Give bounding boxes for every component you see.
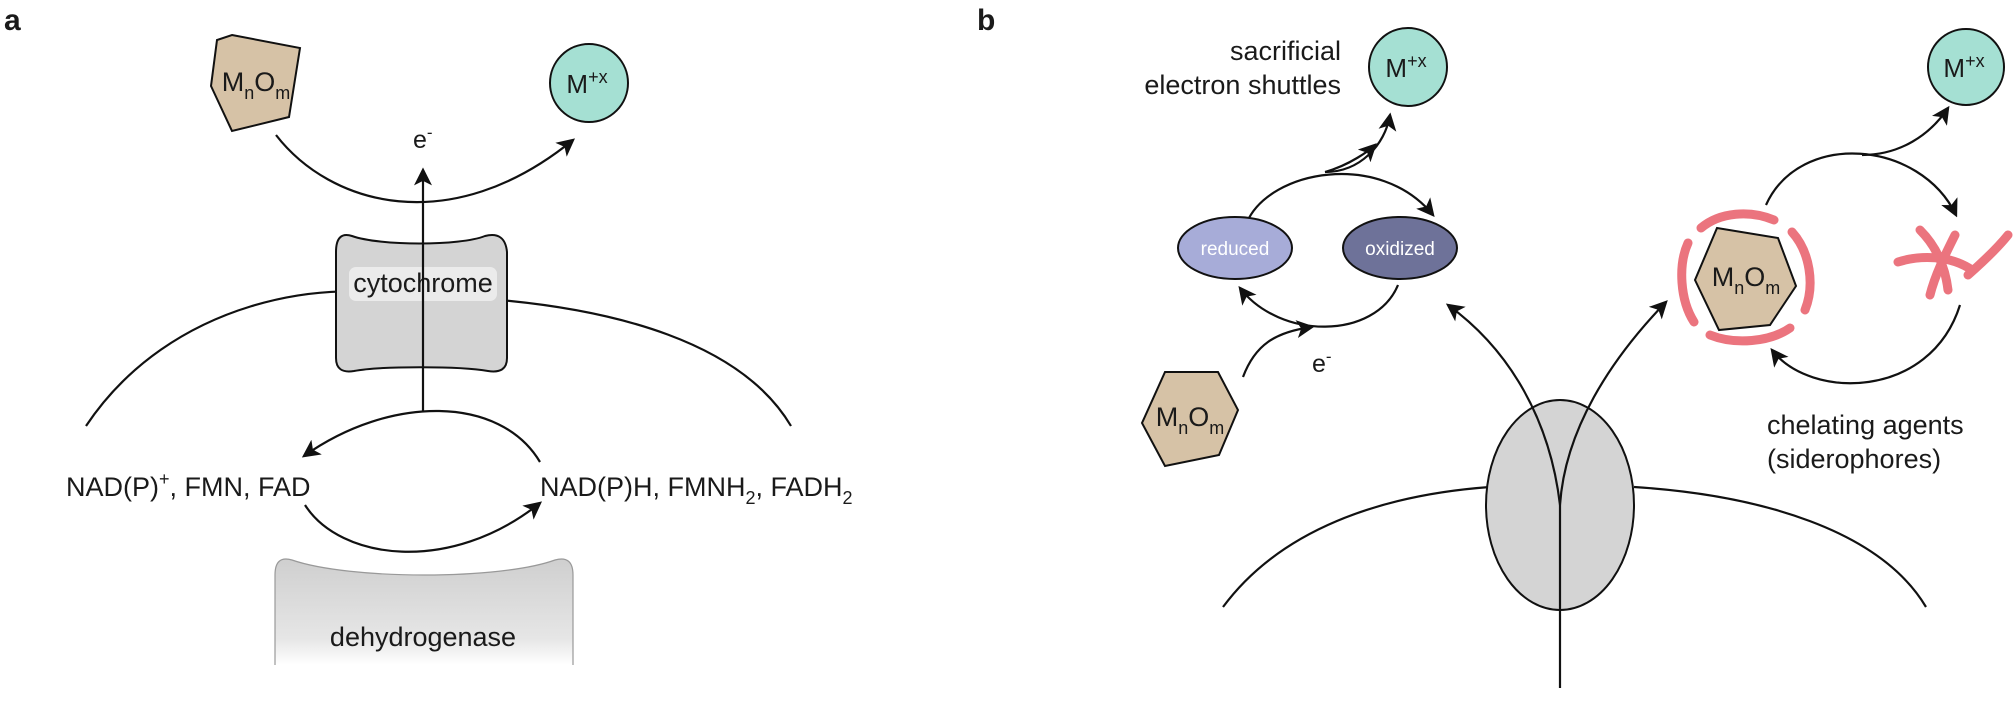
oxidized-shuttle-label: oxidized xyxy=(1365,239,1435,260)
shuttle-ion-release-arrow xyxy=(1324,143,1377,174)
metal-oxide-hexagon xyxy=(209,33,302,133)
electron-label: e- xyxy=(413,123,433,154)
panel-b-letter: b xyxy=(977,4,995,37)
siderophore-ion-release-arrow xyxy=(1861,105,1950,157)
metal-oxide-formula-right: MnOm xyxy=(1712,262,1781,298)
shuttles-label-line2: electron shuttles xyxy=(1144,70,1341,100)
metal-ion-label-right: M+x xyxy=(1943,51,1984,83)
chelating-label-line1: chelating agents xyxy=(1767,410,1964,440)
panel-b: b sacrificial electron shuttles M+x M+x … xyxy=(977,4,2013,688)
dehydrogenase-outline xyxy=(274,558,574,665)
metal-oxide-hexagon-left xyxy=(1140,371,1240,468)
metal-oxide-formula-left: MnOm xyxy=(1156,402,1225,438)
siderophore-export-arrow xyxy=(1558,300,1668,506)
shuttle-export-arrow xyxy=(1445,303,1562,506)
siderophore-arc-1 xyxy=(1696,209,1779,233)
shuttle-ion-release-arrow-2 xyxy=(1324,112,1397,174)
metal-ion-label: M+x xyxy=(566,67,607,99)
metal-ion-label-left: M+x xyxy=(1385,51,1426,83)
reduced-shuttle-label: reduced xyxy=(1201,239,1270,260)
siderophore-strand-3 xyxy=(1925,230,1960,300)
dissolution-arrow xyxy=(275,134,575,204)
metal-ion-circle-right xyxy=(1927,28,2005,106)
reduced-cofactors-label: NAD(P)H, FMNH2, FADH2 xyxy=(540,472,853,508)
electron-label-b: e- xyxy=(1312,347,1332,378)
metal-ion-circle xyxy=(549,43,629,123)
panel-a-letter: a xyxy=(4,4,21,37)
siderophore-strand-2 xyxy=(1915,225,1953,295)
shuttle-reduction-arc xyxy=(1238,284,1400,328)
cytochrome-protein xyxy=(335,234,508,373)
free-siderophore xyxy=(1893,225,2013,300)
dehydrogenase-label: dehydrogenase xyxy=(330,622,516,652)
oxidized-shuttle xyxy=(1342,216,1458,280)
metal-oxide-formula: MnOm xyxy=(222,67,291,103)
dehydrogenase-protein xyxy=(275,559,573,665)
panel-a: a cytochrome dehydrogenase MnOm M+x e- xyxy=(4,4,853,665)
metal-ion-circle-left xyxy=(1368,27,1448,107)
shuttle-oxidation-arc xyxy=(1245,172,1435,223)
chelating-label-line2: (siderophores) xyxy=(1767,444,1941,474)
shuttles-label-line1: sacrificial xyxy=(1230,36,1341,66)
siderophore-chelation-arc xyxy=(1764,152,1958,218)
siderophore-bound-halo xyxy=(1677,209,1815,346)
siderophore-arc-4 xyxy=(1677,238,1699,327)
siderophore-recycle-arc xyxy=(1770,304,1962,385)
oxide-electron-donation-arrow xyxy=(1241,320,1315,378)
reduced-shuttle xyxy=(1177,216,1293,280)
siderophore-arc-2 xyxy=(1787,227,1815,315)
metal-oxide-hexagon-right xyxy=(1693,226,1798,332)
cofactor-oxidation-arrow xyxy=(301,409,541,463)
cofactor-reduction-arrow xyxy=(304,501,543,553)
siderophore-strand-4 xyxy=(1963,230,2013,280)
oxidized-cofactors-label: NAD(P)+, FMN, FAD xyxy=(66,469,311,502)
cell-membrane-b xyxy=(1222,485,1927,608)
siderophore-arc-3 xyxy=(1705,323,1795,346)
